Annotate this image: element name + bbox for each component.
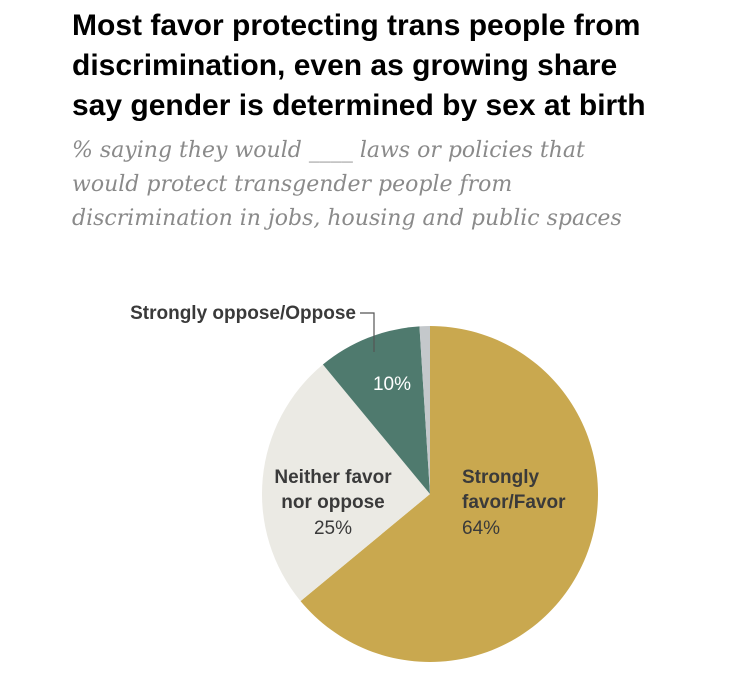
pie-slice-neither-favor-nor-oppose xyxy=(261,364,430,602)
label-oppose: Strongly oppose/Oppose xyxy=(130,303,356,324)
pie-slice-strongly-oppose-oppose xyxy=(322,326,430,494)
data-label-neither: 25% xyxy=(314,518,352,539)
title-line-1: Most favor protecting trans people from xyxy=(72,9,641,42)
leader-line-oppose xyxy=(360,312,375,352)
subtitle-line-1: % saying they would ____ laws or policie… xyxy=(72,138,585,163)
chart-subtitle: % saying they would ____ laws or policie… xyxy=(72,134,732,236)
data-label-oppose: 10% xyxy=(373,374,411,395)
subtitle-line-2: would protect transgender people from xyxy=(72,172,513,197)
label-favor-line-1: Strongly xyxy=(462,467,539,488)
label-favor-line-2: favor/Favor xyxy=(462,492,566,513)
title-line-3: say gender is determined by sex at birth xyxy=(72,89,646,122)
data-label-favor: 64% xyxy=(462,518,500,539)
label-neither-line-1: Neither favor xyxy=(274,467,392,488)
subtitle-line-3: discrimination in jobs, housing and publ… xyxy=(72,206,622,231)
pie-slice-no-answer xyxy=(419,326,430,494)
pie-slice-strongly-favor-favor xyxy=(300,326,598,662)
chart-title: Most favor protecting trans people from … xyxy=(72,6,732,126)
title-line-2: discrimination, even as growing share xyxy=(72,49,618,82)
label-neither-line-2: nor oppose xyxy=(281,492,384,513)
